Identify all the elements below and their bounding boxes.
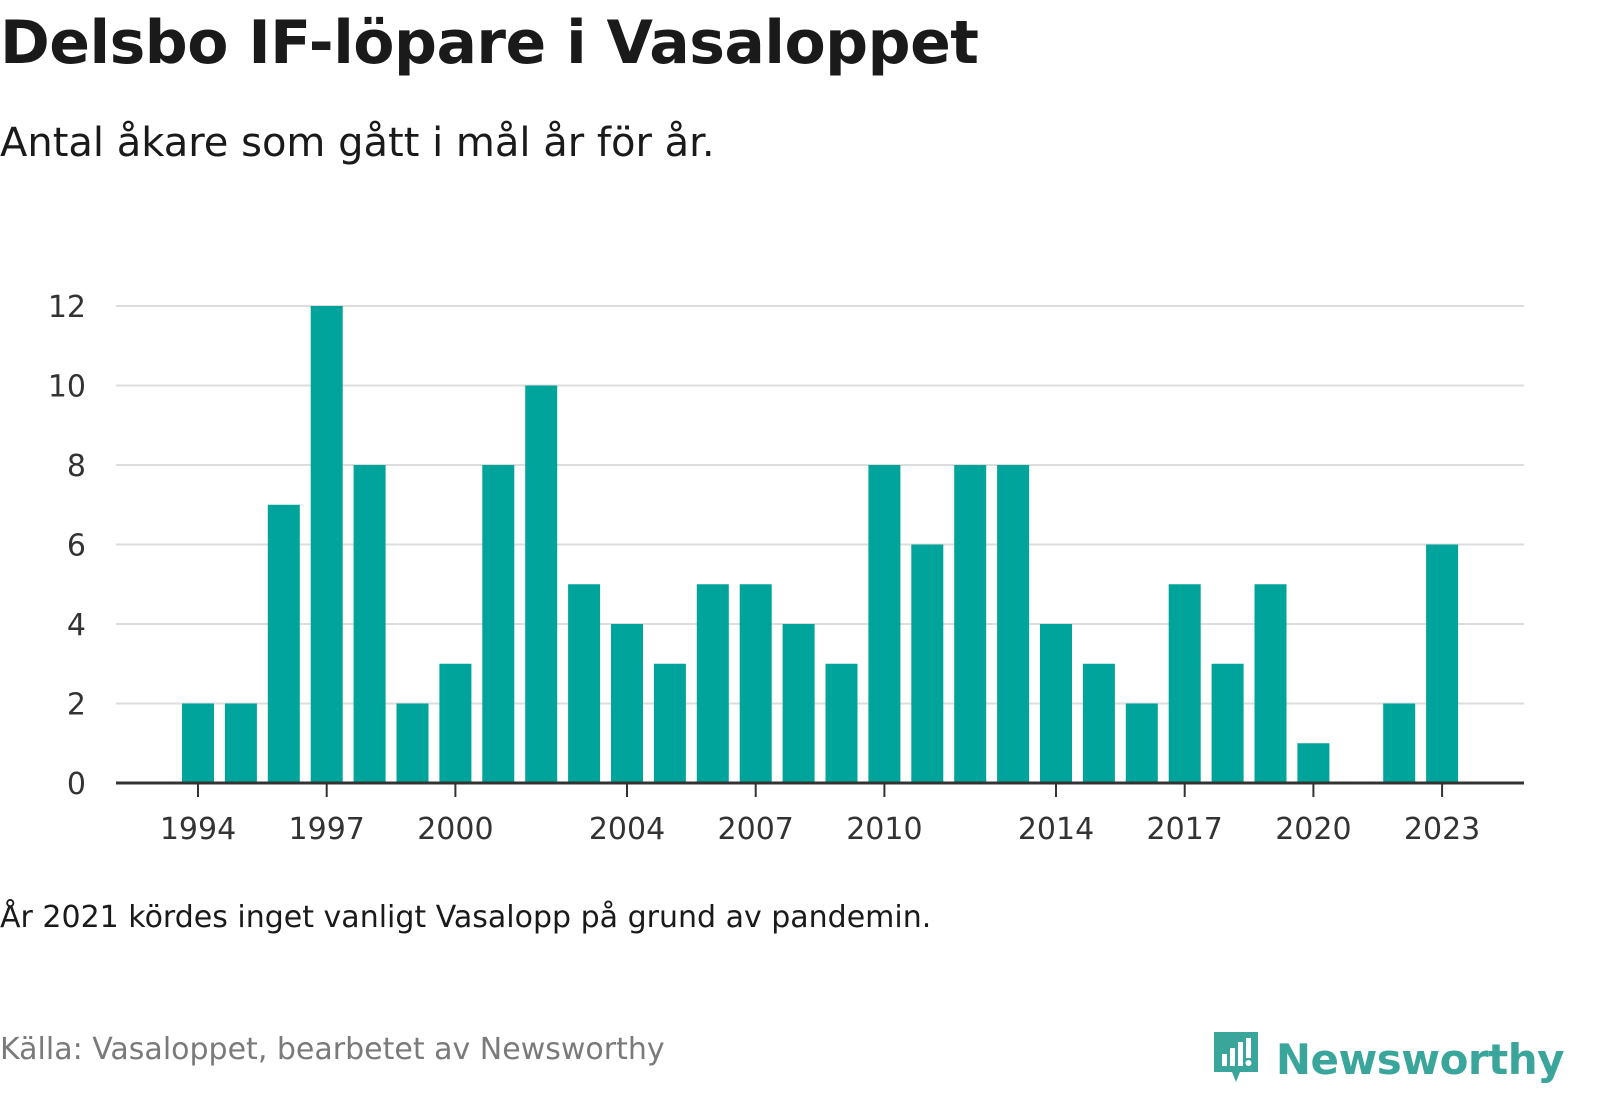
bar-2009: [825, 663, 858, 783]
bar-2016: [1125, 703, 1158, 783]
newsworthy-logo-icon: [1210, 1028, 1262, 1090]
y-tick-label: 0: [67, 767, 86, 802]
chart-subtitle: Antal åkare som gått i mål år för år.: [0, 120, 715, 166]
bar-2018: [1211, 663, 1244, 783]
bar-chart: 0 2 4 6 8 10 12 1994 1997 2000 2004 2007 2010 2014 20…: [48, 290, 1524, 847]
bar-2001: [482, 465, 515, 783]
y-tick-label: 8: [67, 449, 86, 484]
bar-2010: [868, 465, 901, 783]
bar-2005: [653, 663, 686, 783]
y-tick-label: 4: [67, 608, 86, 643]
x-tick-label: 2007: [718, 812, 794, 847]
y-tick-label: 12: [48, 290, 86, 325]
x-tick-label: 2023: [1404, 812, 1480, 847]
bar-2019: [1254, 584, 1287, 783]
bar-2012: [954, 465, 987, 783]
bar-2017: [1168, 584, 1201, 783]
bar-2020: [1297, 743, 1330, 783]
brand-name: Newsworthy: [1275, 1034, 1565, 1084]
bars: [182, 306, 1459, 783]
x-tick-label: 1997: [289, 812, 365, 847]
bar-2004: [611, 624, 643, 783]
bar-1994: [182, 703, 214, 783]
x-tick-label: 2014: [1018, 812, 1094, 847]
y-tick-label: 10: [48, 370, 86, 405]
bar-2014: [1040, 624, 1072, 783]
bar-2002: [525, 385, 558, 783]
bar-2011: [911, 544, 944, 783]
bar-2000: [439, 663, 472, 783]
x-tick-label: 2000: [417, 812, 493, 847]
bar-2015: [1082, 663, 1115, 783]
brand-logo: Newsworthy: [1210, 1028, 1565, 1090]
bar-2023: [1426, 544, 1459, 783]
bar-1995: [224, 703, 257, 783]
bar-2008: [782, 624, 815, 783]
bar-2013: [997, 465, 1030, 783]
bar-1998: [353, 465, 386, 783]
y-tick-label: 6: [67, 529, 86, 564]
chart-note: År 2021 kördes inget vanligt Vasalopp på…: [0, 900, 932, 935]
bar-1996: [267, 504, 300, 783]
x-tick-label: 1994: [160, 812, 236, 847]
bar-2003: [568, 584, 601, 783]
bar-1997: [310, 306, 343, 783]
bar-2006: [696, 584, 729, 783]
x-tick-label: 2010: [846, 812, 922, 847]
source-credit: Källa: Vasaloppet, bearbetet av Newswort…: [0, 1032, 665, 1067]
bar-2007: [739, 584, 772, 783]
gridlines: [116, 305, 1524, 705]
x-tick-label: 2004: [589, 812, 665, 847]
x-tick-label: 2020: [1275, 812, 1351, 847]
y-axis-ticks: 0 2 4 6 8 10 12: [48, 290, 86, 802]
x-axis-ticks: 1994 1997 2000 2004 2007 2010 2014 2017 2020 2023: [160, 783, 1480, 847]
y-tick-label: 2: [67, 688, 86, 723]
bar-2022: [1383, 703, 1416, 783]
x-tick-label: 2017: [1147, 812, 1223, 847]
chart-title: Delsbo IF-löpare i Vasaloppet: [0, 8, 979, 78]
bar-1999: [396, 703, 429, 783]
